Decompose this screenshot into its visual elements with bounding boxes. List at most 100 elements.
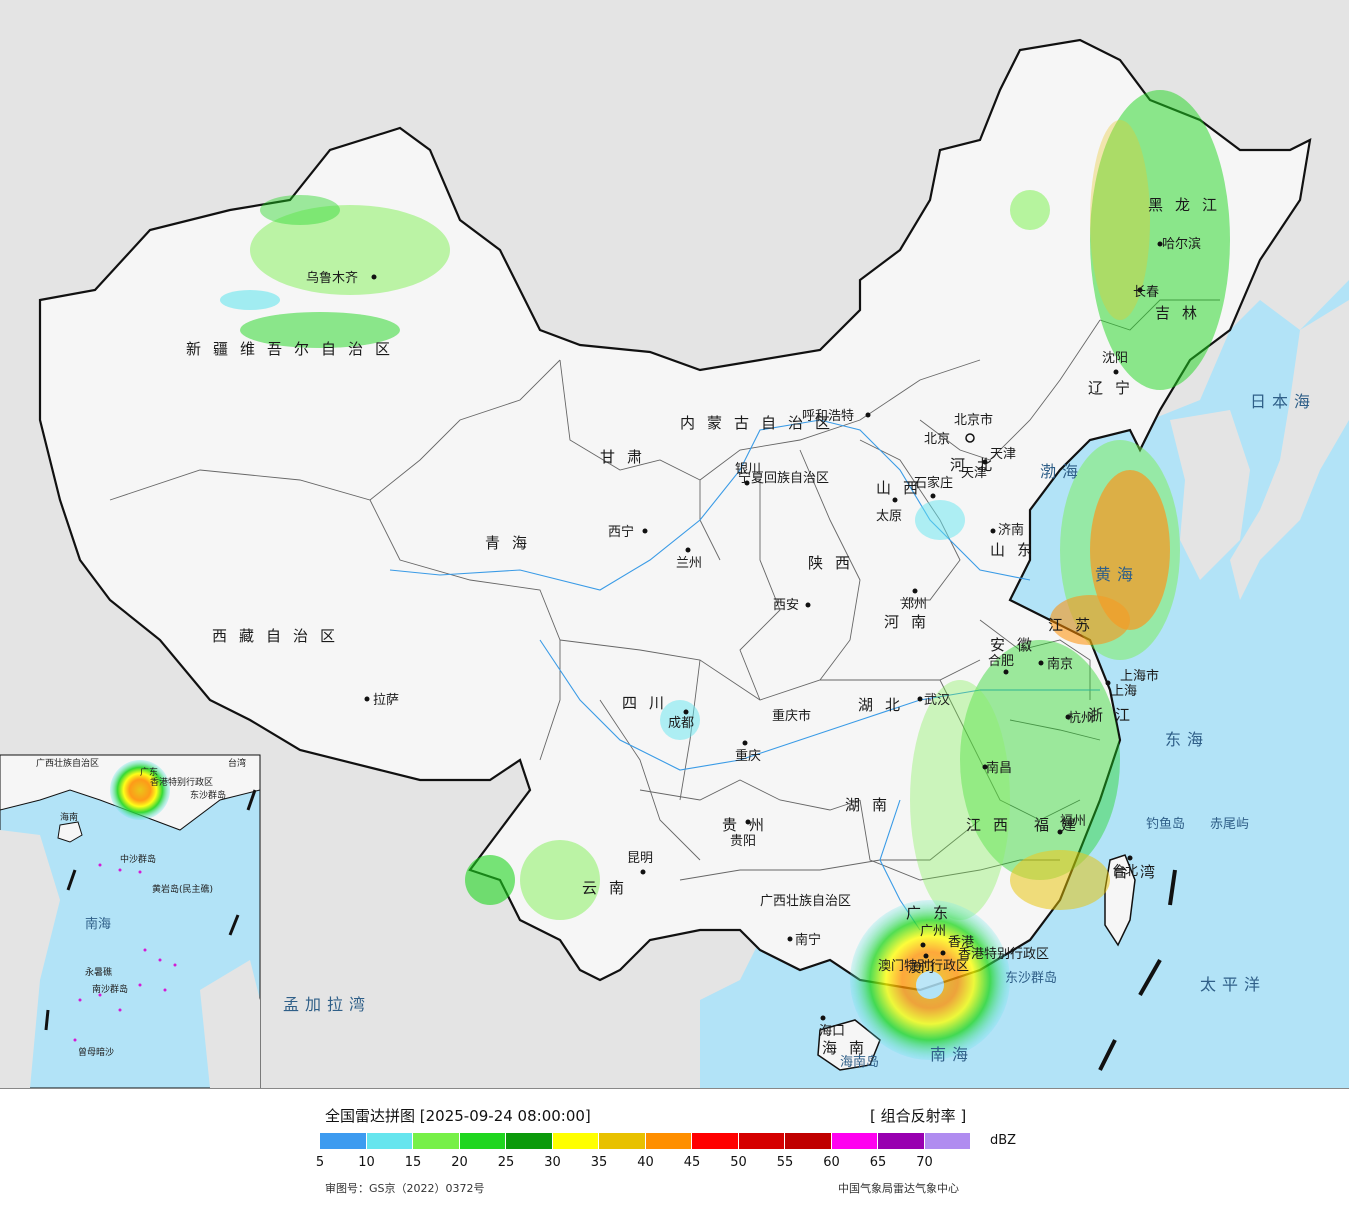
island-diaoyu: 钓鱼岛: [1146, 816, 1185, 832]
inset-guangxi: 广西壮族自治区: [36, 757, 99, 769]
inset-zhongsha: 中沙群岛: [120, 853, 156, 865]
china-outline: [38, 38, 1312, 992]
inset-hk: 香港特别行政区: [150, 776, 213, 788]
inset-yongshu: 永暑礁: [85, 966, 112, 978]
label-xinjiang: 新疆维吾尔自治区: [186, 340, 402, 358]
sea-labels: 日本海 渤海 黄海 东海 太平洋 南海 孟加拉湾 钓鱼岛 赤尾屿 东沙群岛 海南…: [283, 392, 1316, 1070]
inset-taiwan: 台湾: [228, 757, 246, 769]
legend-swatch-13: [924, 1133, 970, 1149]
label-jiangsu: 江苏: [1048, 616, 1102, 634]
unit-label: dBZ: [990, 1133, 1017, 1148]
city-labels: 乌鲁木齐 拉萨 西宁 兰州 银川 呼和浩特 北京 天津 石家庄 太原 济南 郑州…: [306, 236, 1201, 1039]
korea-land: [1170, 410, 1250, 580]
sea-yellow: 黄海: [1095, 565, 1139, 584]
city-macao: 澳门: [908, 960, 934, 976]
city-markers: [364, 241, 1163, 1021]
island-chiwei: 赤尾屿: [1210, 817, 1249, 832]
label-guizhou: 贵州: [722, 816, 776, 834]
province-borders: [109, 299, 1220, 881]
city-wuhan: 武汉: [924, 693, 950, 708]
label-hebei: 河北: [950, 456, 1004, 474]
city-shijiazhuang: 石家庄: [914, 475, 953, 491]
label-hk-sar: 香港特别行政区: [958, 947, 1049, 962]
legend-tick-5: 30: [544, 1155, 561, 1170]
city-guiyang: 贵阳: [730, 834, 756, 849]
label-sichuan: 四川: [622, 694, 676, 712]
label-gansu: 甘肃: [600, 448, 654, 466]
legend-swatch-1: [366, 1133, 412, 1149]
inset-nansha: 南沙群岛: [92, 983, 128, 995]
label-hunan: 湖南: [845, 796, 899, 814]
legend-swatch-10: [785, 1133, 831, 1149]
radar-map[interactable]: 新疆维吾尔自治区 西藏自治区 青海 甘肃 内蒙古自治区 黑龙江 吉林 辽宁 河北…: [0, 0, 1349, 1088]
inset-zengmu: 曾母暗沙: [78, 1046, 114, 1058]
sea-east: 东海: [1165, 730, 1209, 749]
legend-tick-12: 65: [869, 1155, 887, 1170]
label-beijing-shi: 北京市: [954, 412, 993, 428]
legend-swatch-7: [645, 1133, 691, 1149]
label-qinghai: 青海: [485, 534, 539, 552]
city-lhasa: 拉萨: [373, 693, 399, 708]
south-china-sea-inset: 广西壮族自治区 广东 香港特别行政区 台湾 海南 东沙群岛 中沙群岛 黄岩岛(民…: [0, 754, 261, 1088]
label-heilongjiang: 黑龙江: [1148, 196, 1229, 214]
label-guangdong: 广东: [906, 904, 960, 922]
label-tibet: 西藏自治区: [212, 627, 347, 645]
taiwan-island: [1104, 854, 1136, 947]
hainan-island: [817, 1019, 881, 1071]
city-nanchang: 南昌: [986, 760, 1012, 776]
city-hefei: 合肥: [988, 654, 1014, 669]
city-tianjin: 天津: [961, 466, 987, 481]
sea-pacific: 太平洋: [1200, 975, 1266, 994]
label-mo-sar: 澳门特别行政区: [878, 958, 969, 974]
city-jinan: 济南: [998, 522, 1024, 538]
label-shanxi: 山西: [876, 479, 930, 497]
city-haikou: 海口: [819, 1024, 845, 1039]
legend-tick-6: 35: [590, 1155, 608, 1170]
map-title: 全国雷达拼图 [2025-09-24 08:00:00]: [325, 1107, 591, 1125]
city-xining: 西宁: [608, 524, 634, 540]
city-guangzhou: 广州: [920, 924, 946, 939]
label-hainan: 海南: [822, 1039, 876, 1057]
legend-tick-3: 20: [451, 1155, 468, 1170]
label-fujian: 福建: [1034, 816, 1088, 834]
province-labels: 新疆维吾尔自治区 西藏自治区 青海 甘肃 内蒙古自治区 黑龙江 吉林 辽宁 河北…: [186, 196, 1229, 1057]
legend-swatch-12: [878, 1133, 924, 1149]
city-beijing: 北京: [924, 432, 950, 447]
label-shaanxi: 陕西: [808, 554, 862, 572]
city-hongkong: 香港: [948, 935, 974, 950]
legend-tick-7: 40: [637, 1155, 654, 1170]
label-shandong: 山东: [990, 541, 1044, 559]
city-lanzhou: 兰州: [676, 556, 702, 571]
inset-dongsha: 东沙群岛: [190, 789, 226, 801]
label-liaoning: 辽宁: [1088, 379, 1142, 397]
legend-swatch-5: [552, 1133, 598, 1149]
city-changchun: 长春: [1133, 285, 1159, 300]
legend-tick-13: 70: [916, 1155, 933, 1170]
label-chongqing-shi: 重庆市: [772, 708, 811, 724]
agency-name: 中国气象局雷达气象中心: [838, 1182, 959, 1195]
city-chengdu: 成都: [668, 716, 694, 731]
city-shenyang: 沈阳: [1102, 351, 1128, 366]
label-yunnan: 云南: [582, 879, 636, 897]
approval-number: 审图号：GS京（2022）0372号: [325, 1182, 485, 1195]
island-hainan: 海南岛: [840, 1054, 879, 1070]
label-neimenggu: 内蒙古自治区: [680, 414, 842, 432]
product-name: [ 组合反射率 ]: [870, 1107, 967, 1125]
sea-japan: 日本海: [1250, 392, 1316, 411]
city-urumqi: 乌鲁木齐: [306, 270, 358, 286]
legend-swatch-3: [459, 1133, 505, 1149]
legend-tick-0: 5: [315, 1155, 325, 1170]
legend-tick-11: 60: [823, 1155, 840, 1170]
sea-boundary-dashes: [1098, 869, 1177, 1071]
inset-guangdong: 广东: [140, 766, 158, 778]
label-jiangxi: 江西: [966, 816, 1020, 834]
sea-bohai: 渤海: [1040, 462, 1084, 481]
city-zhengzhou: 郑州: [901, 597, 927, 612]
label-jilin: 吉林: [1155, 304, 1209, 322]
legend-tick-4: 25: [497, 1155, 515, 1170]
inset-huangyan: 黄岩岛(民主礁): [152, 883, 213, 895]
city-taipei: 台北: [1112, 864, 1138, 879]
city-xian: 西安: [773, 598, 799, 613]
island-dongsha: 东沙群岛: [1005, 970, 1057, 986]
label-guangxi: 广西壮族自治区: [760, 893, 851, 909]
